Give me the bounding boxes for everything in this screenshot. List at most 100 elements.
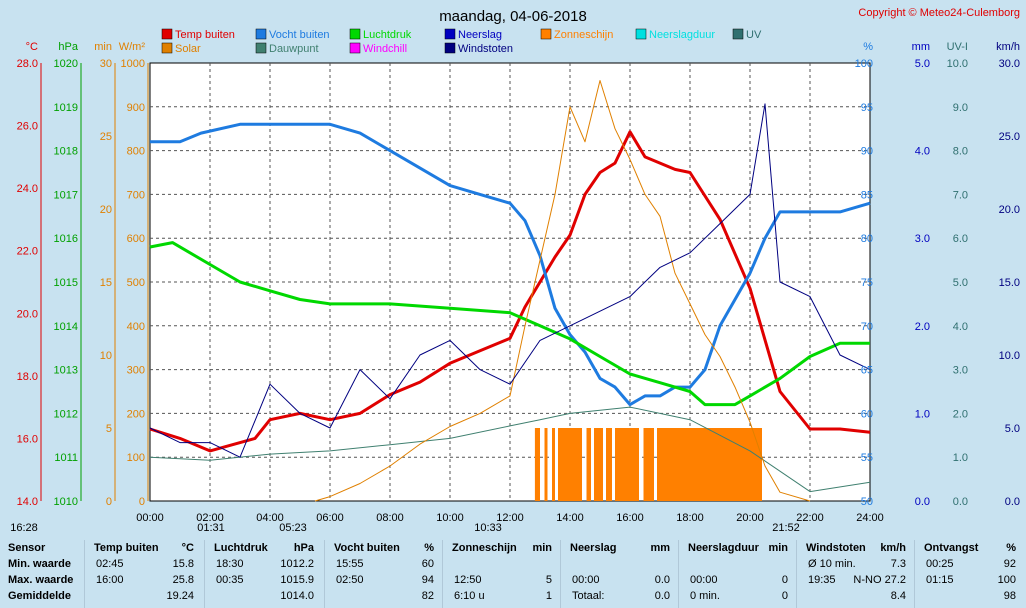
axis-tick-label: 20.0 — [999, 204, 1020, 216]
column-separator — [84, 540, 85, 608]
table-row: 6:10 u 1 — [446, 588, 558, 604]
table-header: Temp buiten °C — [88, 540, 200, 556]
cell-value: 0.0 — [654, 590, 670, 602]
sunshine-bar — [544, 428, 548, 501]
column-separator — [678, 540, 679, 608]
table-row: 15:55 60 — [328, 556, 440, 572]
axis-tick-label: 1012 — [54, 408, 78, 420]
axis-tick-label: 100 — [855, 58, 873, 70]
header-unit-hum: % — [424, 542, 434, 554]
axis-tick-label: 1020 — [54, 58, 78, 70]
header-unit-wind: km/h — [880, 542, 906, 554]
cell-value: 1015.9 — [280, 574, 314, 586]
series-line-solar — [314, 80, 811, 502]
axis-tick-label: 24.0 — [17, 183, 38, 195]
table-header: Luchtdruk hPa — [208, 540, 320, 556]
sunshine-bars — [534, 428, 762, 501]
header-unit-recv: % — [1006, 542, 1016, 554]
cell-time: 16:00 — [96, 574, 124, 586]
axis-tick-label: 0.0 — [1005, 496, 1020, 508]
x-tick-label: 10:00 — [436, 512, 464, 524]
sunshine-bar — [643, 428, 654, 501]
table-row: 98 — [918, 588, 1022, 604]
series-line-windstoten — [149, 103, 871, 458]
axis-tick-label: 1.0 — [915, 408, 930, 420]
axis-tick-label: 3.0 — [953, 365, 968, 377]
axis-tick-label: 1018 — [54, 146, 78, 158]
table-row: 19:35 N-NO 27.2 — [800, 572, 912, 588]
cell-value: 15.8 — [172, 558, 194, 570]
axis-tick-label: 1.0 — [953, 452, 968, 464]
axis-tick-label: 4.0 — [915, 146, 930, 158]
cell-value: 1012.2 — [280, 558, 314, 570]
axis-tick-label: 75 — [861, 277, 873, 289]
table-column-press: Luchtdruk hPa 18:30 1012.2 00:35 1015.9 1014.0 — [208, 540, 320, 604]
axis-tick-label: 1010 — [54, 496, 78, 508]
series-line-temp-buiten — [149, 130, 871, 453]
legend-label: Zonneschijn — [554, 29, 613, 41]
sensor-column: Sensor Min. waarde Max. waarde Gemiddelde — [8, 540, 88, 604]
legend-label: Windstoten — [458, 43, 513, 55]
chart-title: maandag, 04-06-2018 — [439, 8, 587, 25]
table-column-wind: Windstoten km/h Ø 10 min. 7.3 19:35 N-NO 27.2… — [800, 540, 912, 604]
axis-tick-label: 95 — [861, 102, 873, 114]
sunshine-bar — [606, 428, 612, 501]
axis-unit-label: % — [863, 41, 873, 53]
table-column-temp: Temp buiten °C 02:45 15.8 16:00 25.8 19.24 — [88, 540, 200, 604]
header-sensor: Sensor — [8, 542, 46, 554]
table-row — [564, 556, 676, 572]
cell-time: 02:50 — [336, 574, 364, 586]
axis-tick-label: 0 — [106, 496, 112, 508]
table-header: Ontvangst% — [918, 540, 1022, 556]
table-row: 8.4 — [800, 588, 912, 604]
table-row: 00:00 0.0 — [564, 572, 676, 588]
cell-time: 00:35 — [216, 574, 244, 586]
table-column-rdur: Neerslagduur min 00:00 0 0 min. 0 — [682, 540, 794, 604]
axis-tick-label: 30.0 — [999, 58, 1020, 70]
sunshine-bar — [552, 428, 555, 501]
axis-tick-label: 14.0 — [17, 496, 38, 508]
table-row: 00:00 0 — [682, 572, 794, 588]
axis-tick-label: 0.0 — [915, 496, 930, 508]
header-sun: Zonneschijn — [452, 542, 517, 554]
row-label: Gemiddelde — [8, 590, 71, 602]
time-marker: 01:31 — [197, 522, 225, 534]
axis-unit-label: °C — [26, 41, 38, 53]
legend-label: Neerslag — [458, 29, 502, 41]
legend-label: Luchtdruk — [363, 29, 412, 41]
axis-tick-label: 10.0 — [999, 350, 1020, 362]
table-header: Zonneschijn min — [446, 540, 558, 556]
series-line-vocht-buiten — [150, 122, 871, 407]
cell-value: N-NO 27.2 — [853, 574, 906, 586]
legend: Temp buiten Vocht buiten Luchtdruk Neerslag… — [161, 28, 762, 55]
legend-swatch — [161, 28, 173, 40]
axis-tick-label: 18.0 — [17, 371, 38, 383]
legend-label: Vocht buiten — [269, 29, 330, 41]
axis-tick-label: 30 — [100, 58, 112, 70]
cell-value: 7.3 — [890, 558, 906, 570]
legend-label: Temp buiten — [175, 29, 235, 41]
axis-tick-label: 500 — [127, 277, 145, 289]
x-tick-label: 04:00 — [256, 512, 284, 524]
header-press: Luchtdruk — [214, 542, 268, 554]
column-separator — [560, 540, 561, 608]
x-tick-label: 08:00 — [376, 512, 404, 524]
axis-tick-label: 600 — [127, 233, 145, 245]
table-header: Vocht buiten% — [328, 540, 440, 556]
cell-time: 02:45 — [96, 558, 124, 570]
axis-tick-label: 85 — [861, 189, 873, 201]
axis-tick-label: 28.0 — [17, 58, 38, 70]
axis-unit-label: mm — [912, 41, 930, 53]
cell-value: 1 — [545, 590, 552, 602]
table-row: Max. waarde — [8, 572, 88, 588]
axis-tick-label: 20.0 — [17, 308, 38, 320]
table-header: Sensor — [8, 540, 88, 556]
axis-tick-label: 100 — [127, 452, 145, 464]
axis-unit-label: hPa — [58, 41, 78, 53]
axis-tick-label: 90 — [861, 146, 873, 158]
table-column-hum: Vocht buiten% 15:55 60 02:50 94 82 — [328, 540, 440, 604]
axis-tick-label: 5.0 — [953, 277, 968, 289]
table-row — [446, 556, 558, 572]
cell-time: 6:10 u — [454, 590, 485, 602]
header-unit-rdur: min — [768, 542, 788, 554]
